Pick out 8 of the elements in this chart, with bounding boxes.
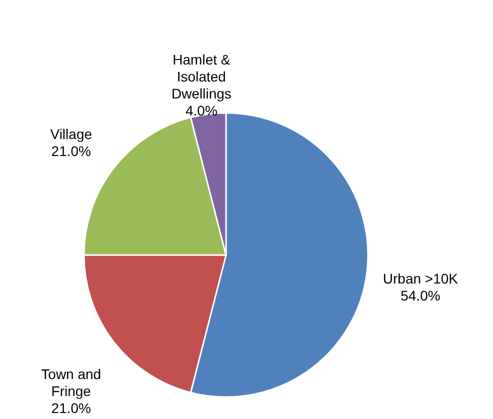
data-label: 54.0% [400, 288, 440, 304]
data-label: 4.0% [185, 102, 218, 119]
slice-label: Town and Fringe [41, 366, 102, 400]
slice-label: Village [50, 126, 92, 142]
data-label: 21.0% [51, 142, 91, 159]
slice-label: Urban >10K [382, 270, 459, 287]
slice-label: Hamlet & Isolated Dwellings [171, 52, 232, 102]
data-label: 21.0% [51, 400, 91, 416]
